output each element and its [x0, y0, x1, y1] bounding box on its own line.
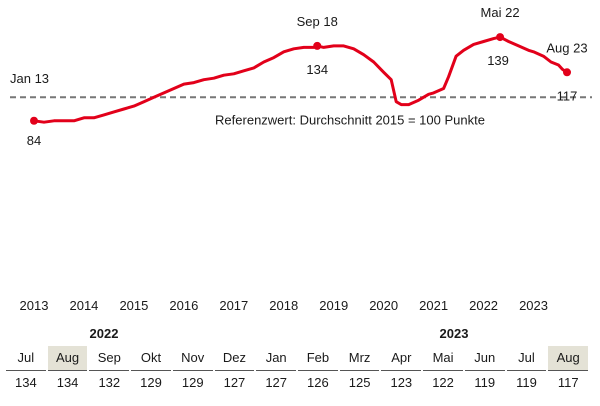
month-cell: Sep — [89, 346, 130, 371]
month-cell: Jun — [464, 346, 505, 371]
annotation-aug23-date: Aug 23 — [546, 40, 587, 55]
value-cell: 129 — [140, 375, 162, 390]
value-cell: 134 — [56, 375, 79, 390]
value-row: 134 134 132 129 129 127 127 126 125 123 122 119 119 1… — [6, 371, 590, 395]
annotation-sep18-date: Sep 18 — [297, 14, 338, 29]
annotation-sep18-value: 134 — [306, 62, 328, 77]
x-tick-2020: 2020 — [369, 298, 398, 313]
year-label-2022: 2022 — [89, 326, 119, 341]
reference-label: Referenzwert: Durchschnitt 2015 = 100 Pu… — [215, 112, 485, 127]
month-cell: Feb — [298, 346, 338, 371]
value-cell: 127 — [223, 375, 246, 390]
month-cell: Apr — [381, 346, 422, 371]
value-cell: 134 — [15, 375, 37, 390]
month-cell: Mrz — [339, 346, 380, 371]
value-cell: 119 — [516, 375, 537, 390]
annotation-aug23-value: 117 — [557, 88, 578, 103]
value-cell: 127 — [265, 375, 288, 390]
index-line-chart: Referenzwert: Durchschnitt 2015 = 100 Pu… — [10, 5, 592, 313]
month-cell: Okt — [131, 346, 171, 371]
value-cell: 122 — [432, 375, 454, 390]
annotation-jan13-value: 84 — [27, 133, 41, 148]
value-cell: 126 — [307, 375, 329, 390]
x-tick-2013: 2013 — [20, 298, 49, 313]
annotation-jan13-date: Jan 13 — [10, 71, 49, 86]
annotation-mai22-date: Mai 22 — [481, 5, 520, 20]
x-tick-2023: 2023 — [519, 298, 548, 313]
month-cell: Jul — [6, 346, 46, 371]
month-cell: Jul — [506, 346, 547, 371]
year-header-row: 2022 2023 — [6, 322, 590, 346]
month-cell: Aug — [548, 346, 589, 371]
value-cell: 117 — [557, 375, 579, 390]
month-cell: Jan — [256, 346, 297, 371]
marker-point-3 — [563, 68, 572, 77]
year-label-2023: 2023 — [439, 326, 469, 341]
x-tick-2016: 2016 — [169, 298, 198, 313]
value-cell: 132 — [98, 375, 121, 390]
monthly-values-table: 2022 2023 Jul Aug Sep Okt Nov Dez Jan Feb Mrz Apr M… — [6, 322, 590, 395]
annotation-mai22-value: 139 — [487, 53, 509, 68]
x-tick-2022: 2022 — [469, 298, 498, 313]
x-tick-2015: 2015 — [119, 298, 148, 313]
x-tick-2019: 2019 — [319, 298, 348, 313]
x-tick-2018: 2018 — [269, 298, 298, 313]
index-series-line — [33, 35, 568, 124]
month-cell: Dez — [214, 346, 255, 371]
x-tick-2017: 2017 — [219, 298, 248, 313]
month-cell: Nov — [172, 346, 213, 371]
value-cell: 129 — [181, 375, 204, 390]
month-cell: Mai — [423, 346, 463, 371]
value-cell: 125 — [348, 375, 371, 390]
marker-point-1 — [313, 41, 322, 50]
x-tick-2021: 2021 — [419, 298, 448, 313]
month-row: Jul Aug Sep Okt Nov Dez Jan Feb Mrz Apr Mai Jun Jul A… — [6, 346, 590, 371]
marker-point-2 — [496, 33, 505, 42]
value-cell: 119 — [474, 375, 496, 390]
marker-point-0 — [30, 116, 38, 125]
month-cell: Aug — [47, 346, 88, 371]
value-cell: 123 — [390, 375, 413, 390]
x-tick-2014: 2014 — [69, 298, 98, 313]
